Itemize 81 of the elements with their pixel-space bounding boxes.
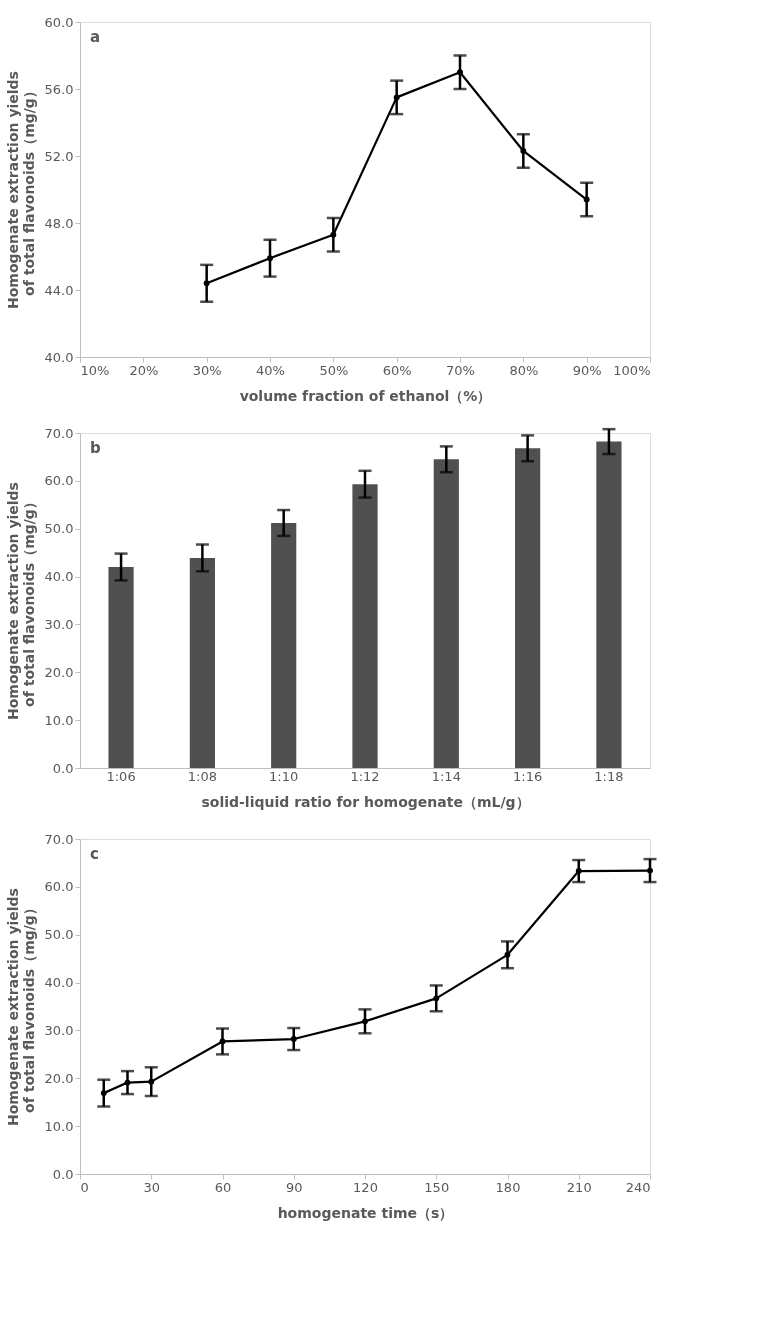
bar <box>515 448 541 768</box>
x-axis-title: homogenate time（s） <box>277 1204 454 1221</box>
x-tick-label: 40% <box>256 362 285 378</box>
point <box>433 995 440 1002</box>
y-tick-label: 60.0 <box>44 879 74 895</box>
point <box>457 69 463 76</box>
y-tick-label: 70.0 <box>44 831 74 847</box>
point <box>100 1090 107 1097</box>
bar <box>352 484 378 768</box>
y-tick-label: 52.0 <box>44 148 74 164</box>
y-tick-label: 56.0 <box>44 81 74 97</box>
y-tick-label: 30.0 <box>44 1022 74 1038</box>
y-tick-label: 30.0 <box>44 616 74 632</box>
point <box>148 1078 155 1085</box>
y-tick-label: 40.0 <box>44 975 74 991</box>
y-tick-label: 60.0 <box>44 473 74 489</box>
point <box>647 867 653 874</box>
x-tick-label: 100% <box>613 362 651 378</box>
x-tick-label: 1:10 <box>269 768 299 784</box>
point <box>575 868 582 875</box>
y-tick-label: 50.0 <box>44 521 74 537</box>
y-tick-label: 44.0 <box>44 282 74 298</box>
x-tick-label: 90% <box>572 362 602 378</box>
x-tick-label: 60% <box>382 362 412 378</box>
y-tick-label: 40.0 <box>44 569 74 585</box>
point <box>504 951 511 958</box>
y-tick-label: 20.0 <box>44 664 74 680</box>
y-tick-label: 70.0 <box>44 425 74 441</box>
x-tick-label: 10% <box>80 362 110 378</box>
bar <box>189 557 215 768</box>
y-tick-label: 48.0 <box>44 215 74 231</box>
point <box>203 280 210 287</box>
y-tick-label: 0.0 <box>52 760 74 776</box>
y-tick-label: 20.0 <box>44 1070 74 1086</box>
point <box>583 196 590 203</box>
annotation: c <box>90 845 99 863</box>
point <box>362 1018 368 1025</box>
x-tick-label: 50% <box>319 362 349 378</box>
point <box>267 255 273 262</box>
x-tick-label: 120 <box>353 1179 378 1195</box>
x-tick-label: 1:12 <box>350 768 380 784</box>
y-tick-label: 10.0 <box>44 712 74 728</box>
bar <box>433 459 459 768</box>
x-tick-label: 1:14 <box>431 768 461 784</box>
point <box>393 94 400 101</box>
bar <box>108 567 134 768</box>
bar <box>596 441 622 768</box>
x-tick-label: 1:16 <box>513 768 543 784</box>
x-tick-label: 210 <box>566 1179 592 1195</box>
x-tick-label: 150 <box>424 1179 450 1195</box>
x-tick-label: 0 <box>80 1179 89 1195</box>
annotation: a <box>90 28 101 46</box>
x-tick-label: 20% <box>129 362 159 378</box>
x-tick-label: 240 <box>625 1179 651 1195</box>
point <box>124 1079 131 1086</box>
x-tick-label: 70% <box>446 362 475 378</box>
y-tick-label: 0.0 <box>52 1166 74 1182</box>
x-tick-label: 1:18 <box>594 768 624 784</box>
x-tick-label: 80% <box>509 362 539 378</box>
annotation: b <box>90 439 101 457</box>
y-axis-title: Homogenate extraction yields of total flavonoids（mg/g） <box>4 482 37 720</box>
y-tick-label: 50.0 <box>44 927 74 943</box>
x-tick-label: 60 <box>214 1179 232 1195</box>
x-tick-label: 90 <box>285 1179 303 1195</box>
x-tick-label: 1:06 <box>106 768 136 784</box>
point <box>330 231 337 238</box>
x-axis-title: solid-liquid ratio for homogenate（mL/g） <box>201 793 530 810</box>
point <box>219 1038 226 1045</box>
y-tick-label: 10.0 <box>44 1118 74 1134</box>
x-tick-label: 1:08 <box>187 768 217 784</box>
x-axis-title: volume fraction of ethanol（%） <box>239 387 492 404</box>
y-tick-label: 40.0 <box>44 349 74 365</box>
y-tick-label: 60.0 <box>44 14 74 30</box>
point <box>290 1036 297 1042</box>
bar <box>271 522 297 768</box>
x-tick-label: 30 <box>143 1179 161 1195</box>
y-axis-title: Homogenate extraction yields of total flavonoids（mg/g） <box>4 888 37 1126</box>
y-axis-title: Homogenate extraction yields of total flavonoids（mg/g） <box>4 71 37 309</box>
x-tick-label: 30% <box>192 362 222 378</box>
point <box>520 148 527 154</box>
x-tick-label: 180 <box>495 1179 521 1195</box>
